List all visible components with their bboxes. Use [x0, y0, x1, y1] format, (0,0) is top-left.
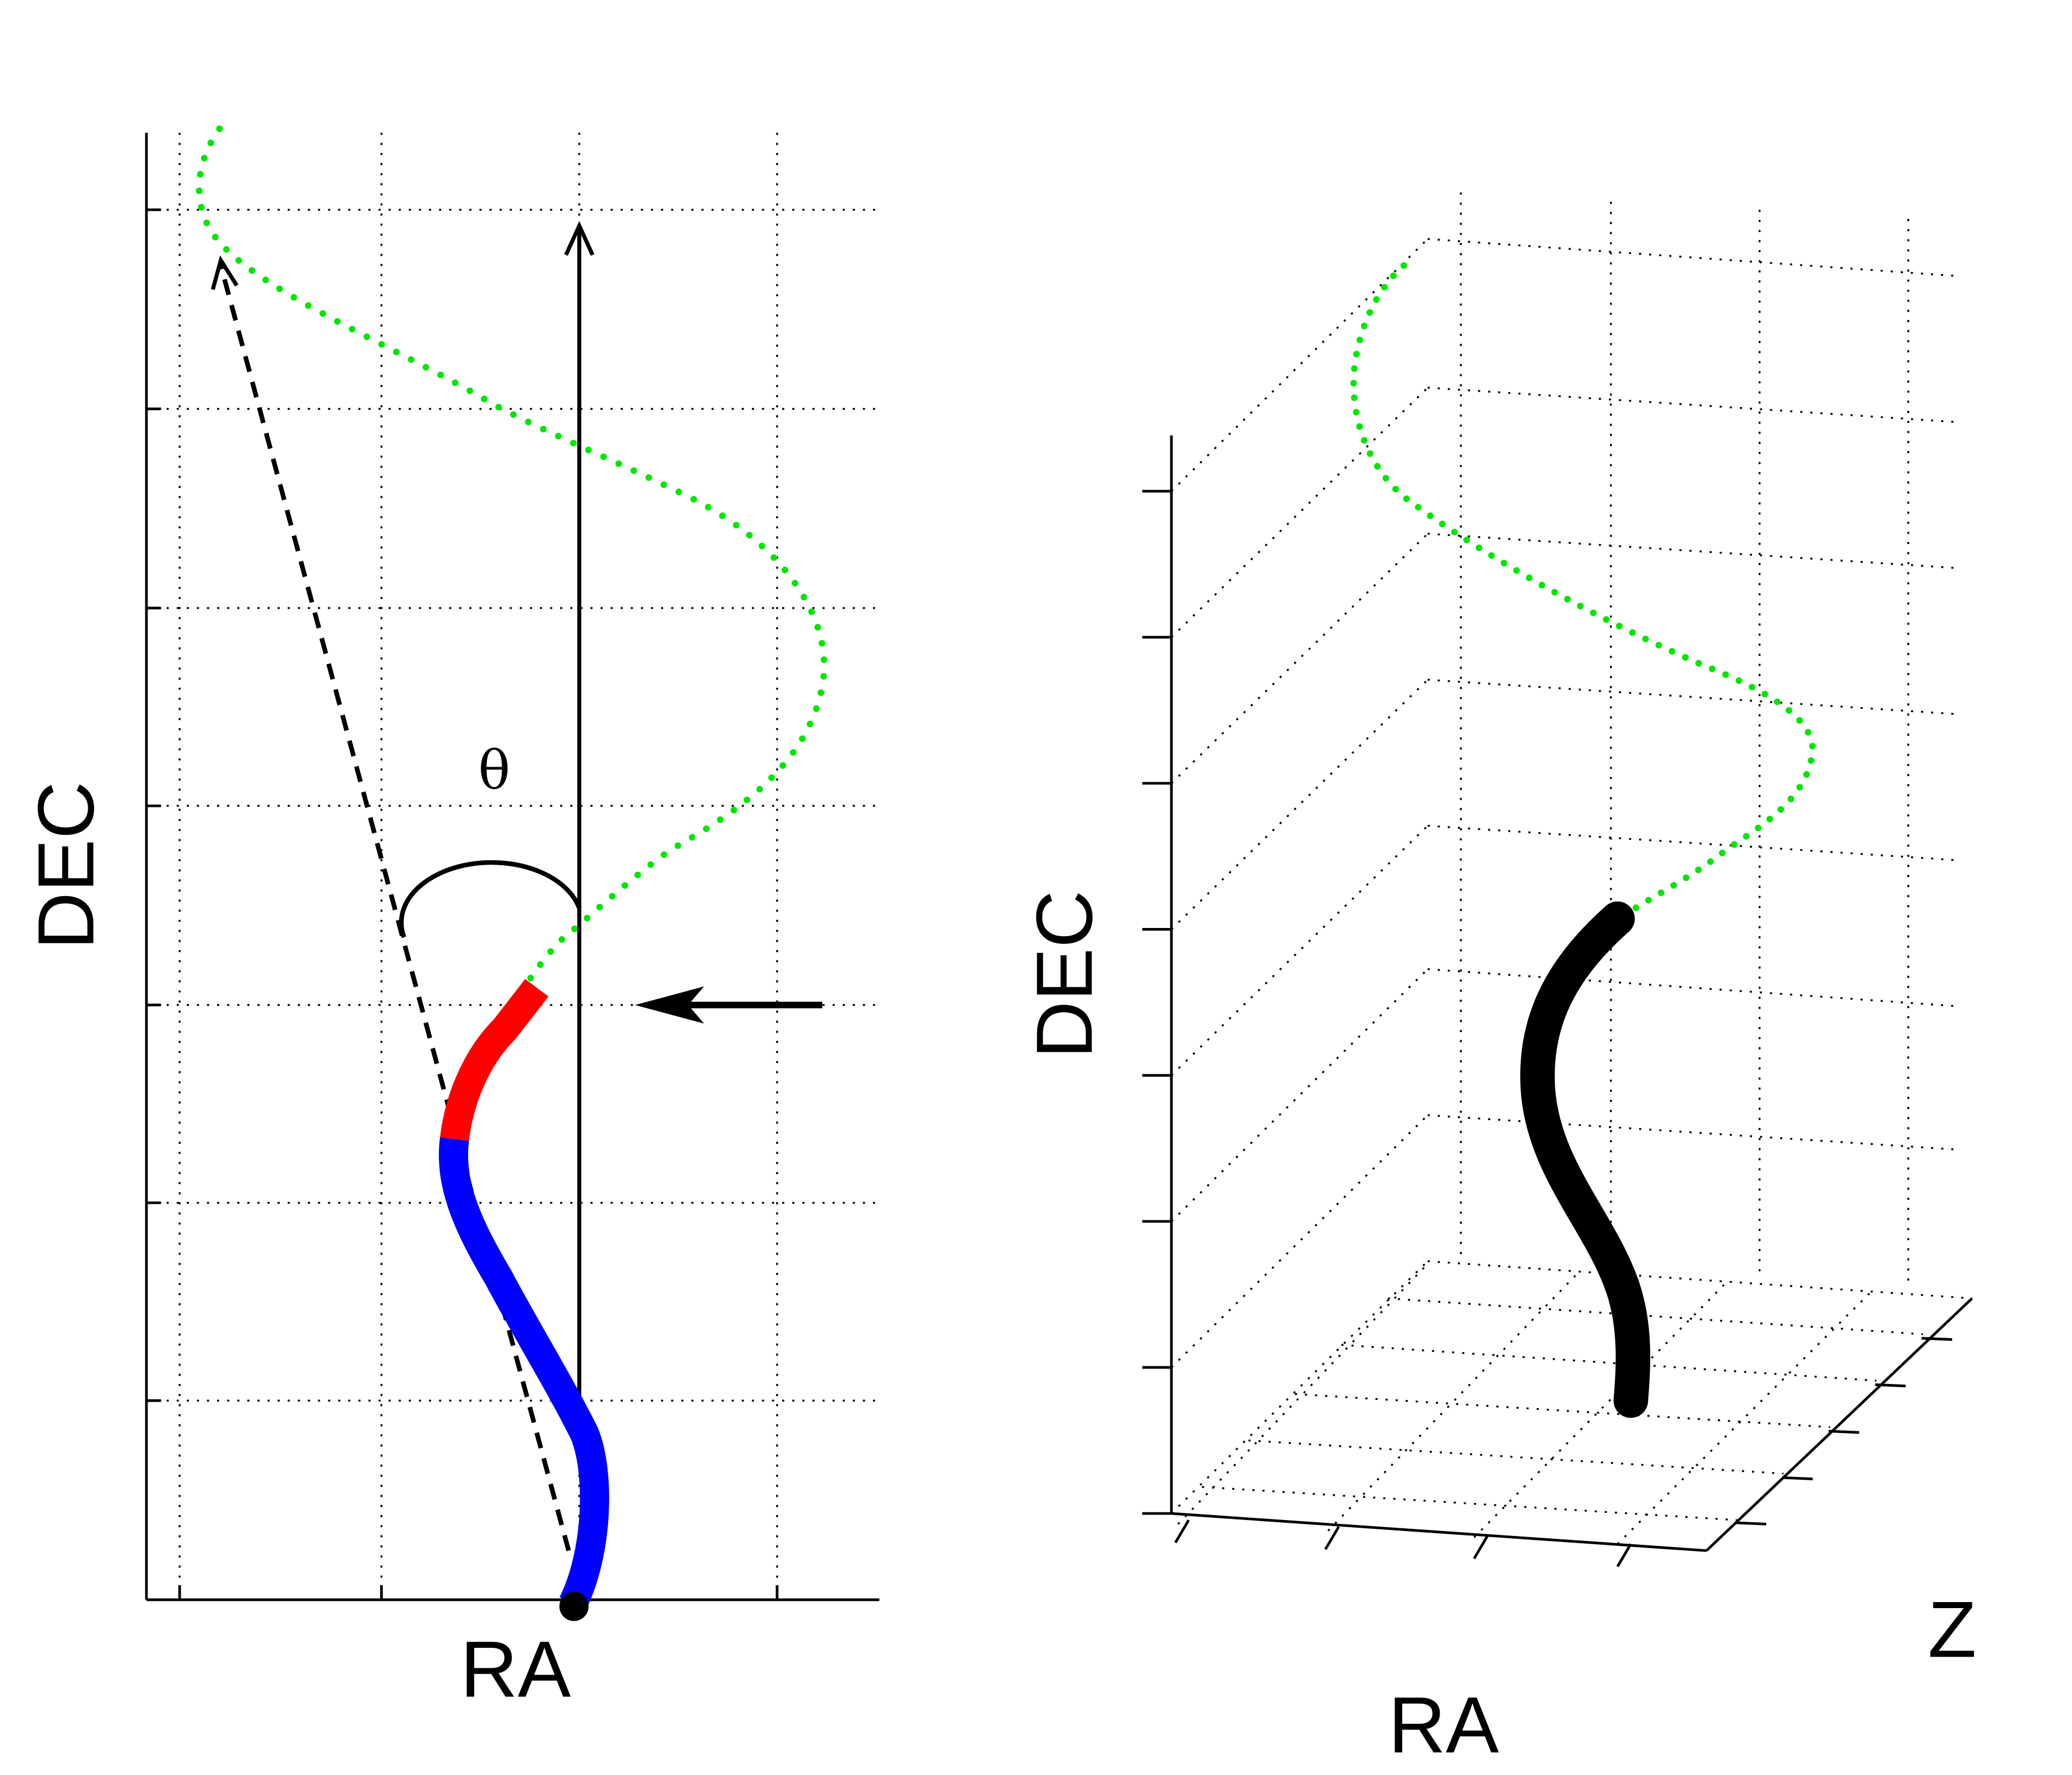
pointer-arrow-head [634, 986, 704, 1024]
direction-dashed-arrow-head [210, 255, 238, 290]
left-ylabel: DEC [21, 781, 110, 949]
direction-dashed-line [218, 265, 571, 1551]
blue-segment [438, 1137, 609, 1610]
right-panel: DEC RA Z [1019, 192, 1977, 1769]
start-point-marker [559, 1592, 589, 1621]
right-zlabel: Z [1928, 1584, 1976, 1674]
red-segment [440, 979, 549, 1141]
left-panel: θ DEC RA [21, 125, 880, 1714]
right-xlabel: RA [1388, 1680, 1499, 1769]
theta-label: θ [478, 740, 510, 801]
right-axes [1142, 435, 1973, 1567]
left-xlabel: RA [460, 1625, 571, 1714]
right-ylabel: DEC [1019, 891, 1109, 1059]
right-grid [1170, 192, 1972, 1545]
theta-arc [399, 860, 582, 938]
left-green-trajectory [196, 125, 828, 989]
right-green-trajectory [1350, 262, 1816, 920]
reference-arrow-head [564, 221, 595, 256]
black-segment [1520, 901, 1651, 1418]
